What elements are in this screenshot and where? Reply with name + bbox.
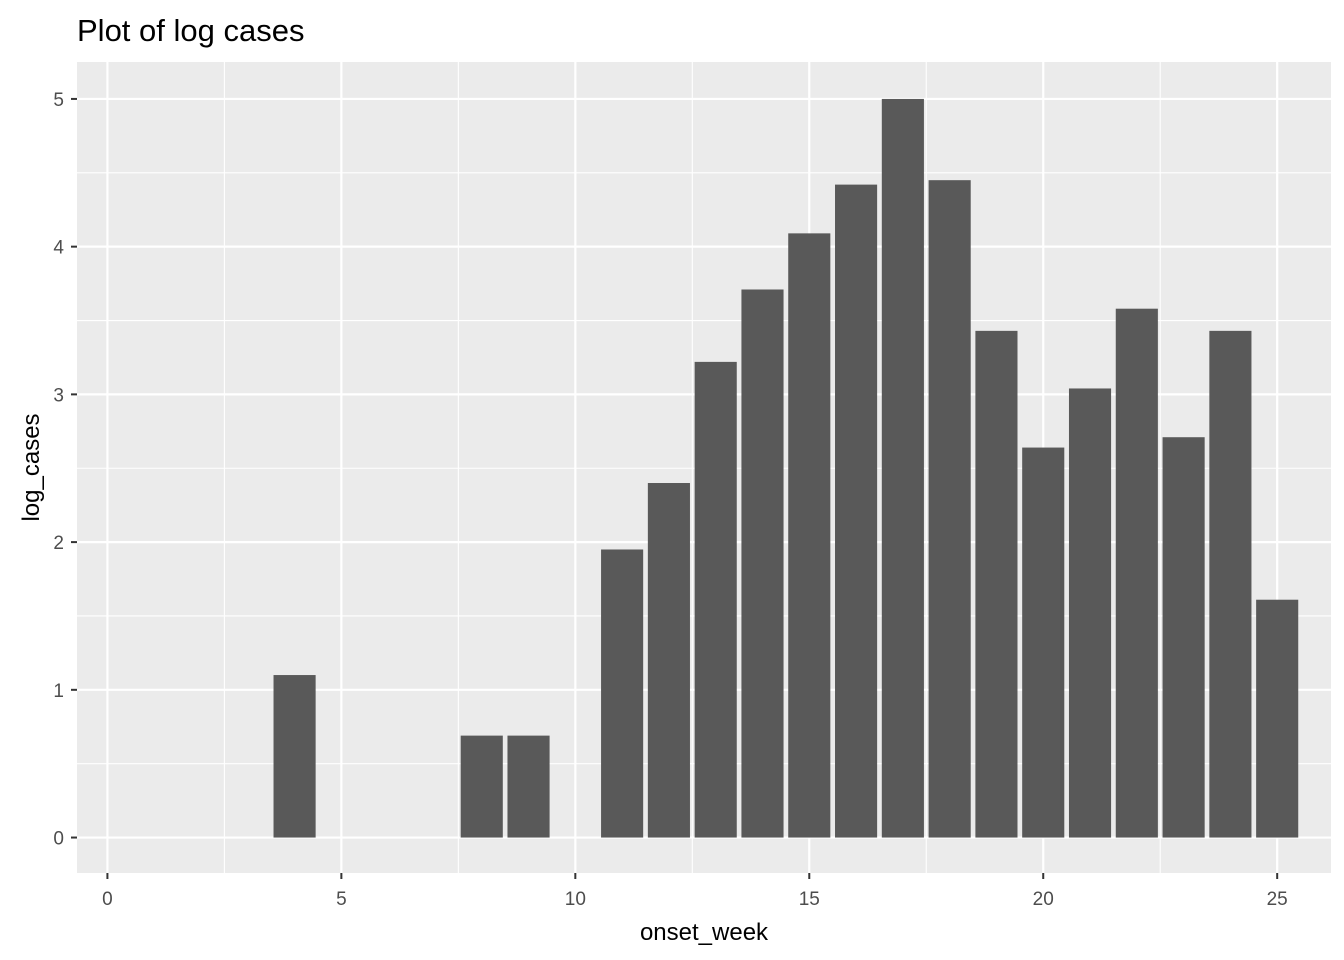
bar <box>647 483 690 838</box>
x-tick-label: 5 <box>336 889 347 910</box>
x-tick-label: 25 <box>1267 889 1288 910</box>
y-axis: 0 1 2 3 4 5 <box>53 90 77 850</box>
y-tick-label: 0 <box>53 829 64 850</box>
y-tick-label: 1 <box>53 681 64 702</box>
bar <box>975 330 1018 838</box>
bar <box>1115 308 1158 838</box>
bar <box>694 361 737 838</box>
chart-title: Plot of log cases <box>77 13 304 48</box>
y-tick-label: 3 <box>53 385 64 406</box>
x-tick-label: 20 <box>1033 889 1054 910</box>
x-tick-label: 0 <box>102 889 113 910</box>
bar <box>601 549 644 838</box>
bar <box>507 735 550 838</box>
x-axis-title: onset_week <box>640 919 769 946</box>
bar <box>835 184 878 838</box>
bar <box>881 98 924 838</box>
y-axis-title: log_cases <box>18 413 45 521</box>
bar <box>1256 599 1299 838</box>
bar <box>788 233 831 838</box>
bar <box>1022 447 1065 838</box>
bar <box>460 735 503 838</box>
x-tick-label: 15 <box>799 889 820 910</box>
y-tick-label: 5 <box>53 90 64 111</box>
x-axis: 0 5 10 15 20 25 <box>102 873 1288 910</box>
bar <box>1068 388 1112 838</box>
bars <box>273 98 1299 838</box>
x-tick-label: 10 <box>565 889 586 910</box>
y-tick-label: 4 <box>53 238 64 259</box>
y-tick-label: 2 <box>53 533 64 554</box>
bar <box>1162 437 1205 838</box>
bar <box>1209 330 1252 838</box>
bar <box>273 675 316 838</box>
bar <box>741 289 784 838</box>
bar <box>928 180 971 838</box>
